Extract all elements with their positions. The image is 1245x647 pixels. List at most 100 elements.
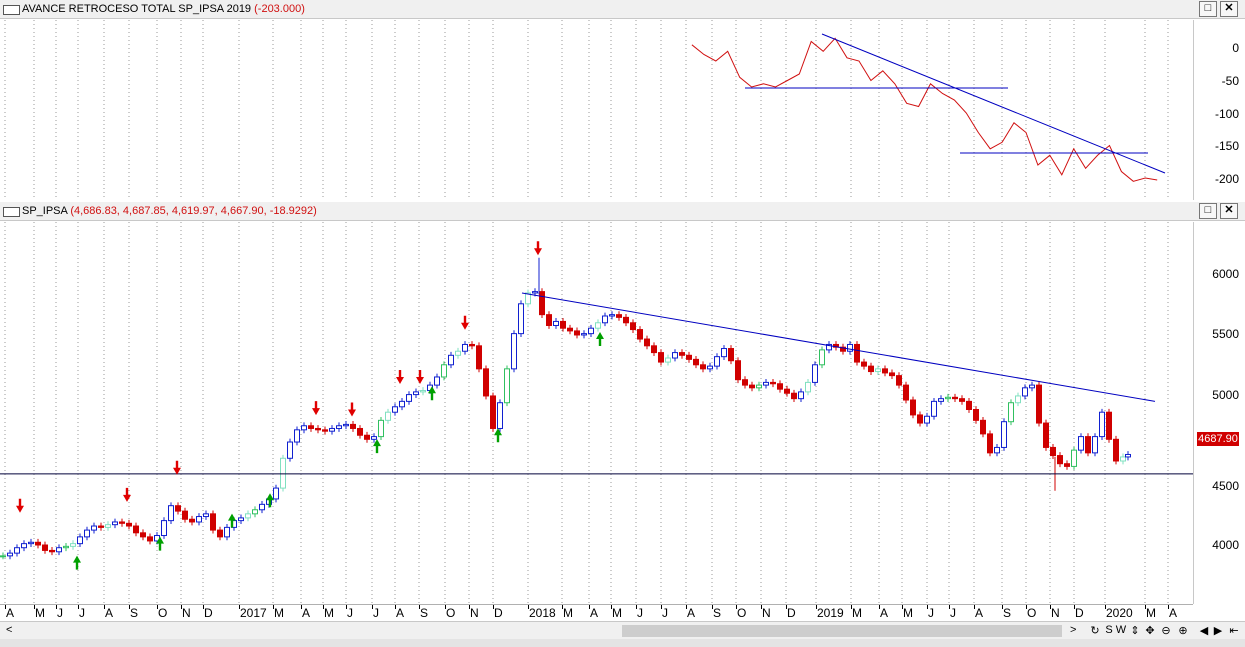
candle-body: [952, 396, 958, 400]
weekly-button[interactable]: W: [1115, 624, 1127, 636]
buy-signal-arrow: [428, 386, 436, 401]
status-strip: [0, 639, 1245, 647]
candle-body: [721, 348, 727, 358]
scroll-right-button[interactable]: >: [1070, 624, 1077, 636]
horizontal-scrollbar-thumb[interactable]: [622, 625, 1062, 637]
candle-body: [476, 345, 482, 370]
x-tick-mark: [419, 605, 420, 609]
nav-end-icon[interactable]: ⇤: [1229, 625, 1239, 637]
pane-window-icon: [3, 207, 20, 217]
candle-body: [308, 425, 314, 429]
price-y-axis: 6000 5500 5000 4500 4000: [1193, 222, 1245, 604]
x-tick-label: D: [787, 606, 796, 620]
y-tick-label: -200: [1214, 172, 1239, 186]
x-tick-label: J: [928, 606, 934, 620]
candle-body: [504, 368, 510, 404]
candle-body: [812, 364, 818, 383]
x-tick-label: 2017: [240, 606, 267, 620]
x-tick-mark: [1074, 605, 1075, 609]
candle-body: [910, 399, 916, 416]
candle-body: [1125, 453, 1131, 458]
candle-body: [1036, 384, 1042, 424]
sell-signal-arrow: [461, 315, 469, 330]
candle-body: [1050, 446, 1056, 457]
x-tick-label: D: [494, 606, 503, 620]
candle-body: [441, 364, 447, 378]
candle-body: [133, 525, 139, 534]
buy-signal-arrow: [596, 332, 604, 347]
candle-body: [861, 361, 867, 367]
x-tick-mark: [273, 605, 274, 609]
candle-body: [84, 529, 90, 538]
candle-body: [868, 365, 874, 373]
nav-back-icon[interactable]: ◀: [1199, 625, 1209, 637]
candle-body: [1057, 455, 1063, 465]
candle-body: [287, 441, 293, 459]
x-tick-label: A: [396, 606, 405, 620]
scale-s-button[interactable]: S: [1105, 624, 1113, 636]
candle-body: [224, 526, 230, 538]
candle-body: [336, 425, 342, 429]
x-tick-mark: [902, 605, 903, 609]
x-tick-mark: [816, 605, 817, 609]
x-tick-mark: [636, 605, 637, 609]
candle-body: [1078, 436, 1084, 451]
x-tick-mark: [661, 605, 662, 609]
candle-body: [1029, 384, 1035, 389]
candle-body: [1092, 436, 1098, 454]
candle-body: [959, 398, 965, 402]
x-tick-mark: [927, 605, 928, 609]
buy-signal-arrow: [373, 439, 381, 454]
candle-body: [168, 505, 174, 522]
candle-body: [1022, 387, 1028, 397]
x-tick-mark: [203, 605, 204, 609]
candle-body: [7, 552, 13, 557]
candle-body: [21, 543, 27, 549]
refresh-icon[interactable]: ↻: [1090, 625, 1100, 637]
x-tick-label: J: [57, 606, 63, 620]
nav-forward-icon[interactable]: ▶: [1213, 625, 1223, 637]
x-tick-mark: [611, 605, 612, 609]
candle-body: [42, 544, 48, 551]
price-title: SP_IPSA (4,686.83, 4,687.85, 4,619.97, 4…: [22, 205, 317, 217]
candle-body: [0, 555, 6, 558]
x-tick-label: J: [347, 606, 353, 620]
close-button[interactable]: ✕: [1220, 203, 1238, 219]
x-tick-label: A: [1169, 606, 1178, 620]
bottom-toolbar: < > ↻ S W ⇕ ✥ ⊖ ⊕ ◀ ▶ ⇤: [0, 621, 1245, 640]
candle-body: [917, 414, 923, 424]
maximize-button[interactable]: □: [1199, 203, 1217, 219]
x-tick-mark: [239, 605, 240, 609]
candle-body: [686, 354, 692, 360]
x-tick-mark: [736, 605, 737, 609]
candle-body: [420, 390, 426, 393]
close-button[interactable]: ✕: [1220, 1, 1238, 17]
buy-signal-arrow: [156, 536, 164, 551]
candle-body: [322, 429, 328, 432]
candle-body: [980, 419, 986, 435]
pan-icon[interactable]: ✥: [1145, 625, 1155, 637]
candle-body: [840, 346, 846, 352]
vertical-zoom-icon[interactable]: ⇕: [1130, 625, 1140, 637]
maximize-button[interactable]: □: [1199, 1, 1217, 17]
scroll-left-button[interactable]: <: [6, 624, 13, 636]
candle-body: [588, 327, 594, 335]
x-tick-mark: [712, 605, 713, 609]
candle-body: [175, 505, 181, 512]
x-tick-label: N: [762, 606, 771, 620]
x-tick-mark: [1105, 605, 1106, 609]
zoom-in-icon[interactable]: ⊕: [1178, 625, 1188, 637]
candle-body: [595, 322, 601, 329]
candle-body: [14, 547, 20, 554]
zoom-out-icon[interactable]: ⊖: [1161, 625, 1171, 637]
x-tick-label: S: [713, 606, 722, 620]
x-tick-label: M: [1146, 606, 1156, 620]
candle-body: [539, 291, 545, 316]
advance-decline-line: [691, 37, 1158, 182]
candle-body: [210, 513, 216, 531]
candle-body: [147, 536, 153, 542]
candle-body: [56, 547, 62, 553]
candle-body: [462, 343, 468, 352]
indicator-pane: AVANCE RETROCESO TOTAL SP_IPSA 2019 (-20…: [0, 0, 1245, 200]
x-tick-label: J: [637, 606, 643, 620]
